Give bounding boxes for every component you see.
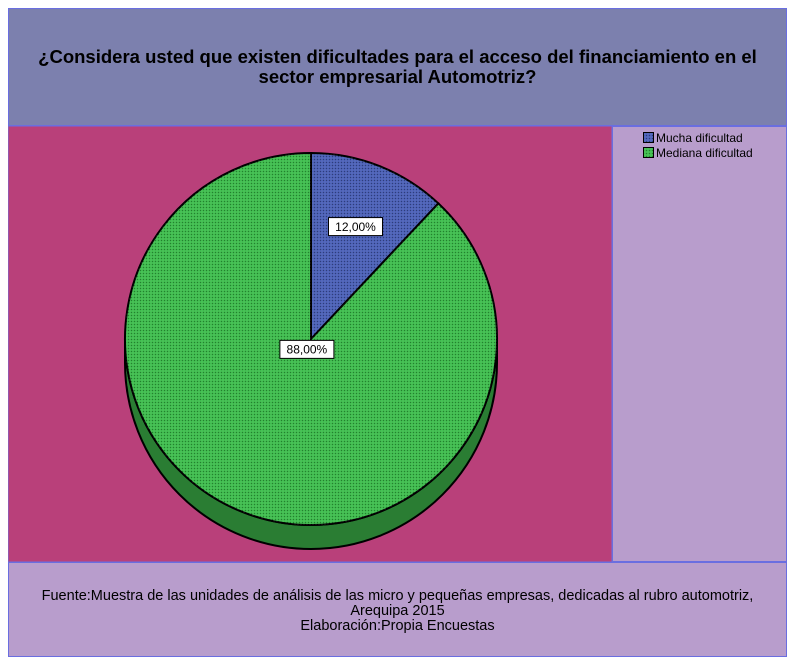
data-label: 88,00% xyxy=(287,343,328,357)
plot-area: 12,00% 88,00% xyxy=(8,126,612,562)
legend-item: Mediana dificultad xyxy=(643,145,786,160)
pie-texture xyxy=(124,153,498,525)
credit-note: Elaboración:Propia Encuestas xyxy=(300,618,495,634)
source-note: Fuente:Muestra de las unidades de anális… xyxy=(41,588,754,619)
legend-label: Mediana dificultad xyxy=(656,145,753,160)
pie: 12,00% 88,00% xyxy=(124,151,498,550)
legend-swatch xyxy=(643,132,654,143)
data-label: 12,00% xyxy=(335,220,376,234)
data-label-box xyxy=(279,339,335,359)
legend-label: Mucha dificultad xyxy=(656,130,743,145)
legend-items: Mucha dificultad Mediana dificultad xyxy=(613,127,786,160)
pie-texture xyxy=(311,153,439,339)
legend: Mucha dificultad Mediana dificultad xyxy=(612,126,787,562)
legend-swatch-texture xyxy=(643,147,654,158)
data-label-box xyxy=(328,217,384,237)
legend-item: Mucha dificultad xyxy=(643,130,786,145)
chart-title: ¿Considera usted que existen dificultade… xyxy=(8,8,787,126)
legend-swatch xyxy=(643,147,654,158)
footer: Fuente:Muestra de las unidades de anális… xyxy=(8,562,787,657)
legend-swatch-texture xyxy=(643,132,654,143)
